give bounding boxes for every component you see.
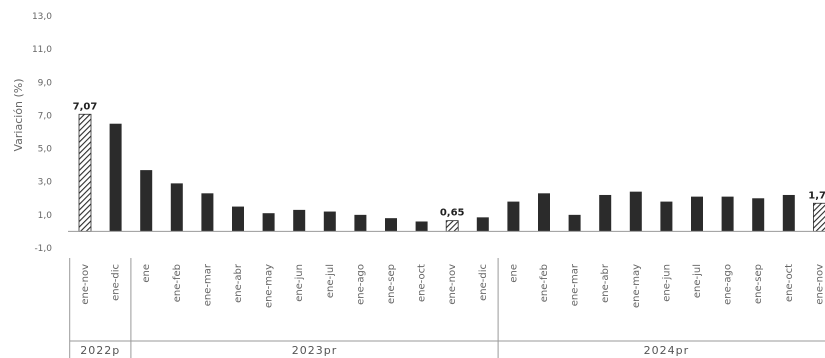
y-tick-label: -1,0 (34, 244, 52, 254)
bar (109, 123, 122, 232)
category-label: ene-oct (417, 264, 428, 302)
category-label: ene-jun (661, 264, 672, 302)
y-tick-label: 13,0 (32, 12, 52, 22)
data-label: 7,07 (73, 101, 98, 112)
category-label: ene-abr (600, 263, 611, 303)
category-label: ene-nov (814, 264, 825, 305)
category-label: ene-oct (784, 264, 795, 302)
bar (660, 201, 673, 232)
bar-highlighted (78, 113, 92, 232)
bar (140, 170, 153, 232)
category-labels: ene-nov ene-dic ene ene-feb ene-mar ene-abr en… (80, 263, 825, 308)
data-label: 0,65 (440, 208, 465, 219)
bar (752, 198, 765, 232)
bar (415, 221, 428, 232)
y-tick-label: 3,0 (38, 178, 53, 188)
group-label: 2023pr (292, 344, 338, 357)
bar (721, 196, 734, 232)
bar-highlighted (813, 202, 825, 232)
bar (476, 217, 489, 232)
y-tick-label: 7,0 (38, 111, 53, 121)
category-label: ene-feb (539, 264, 550, 302)
data-label: 1,7( (808, 190, 825, 201)
group-label: 2022p (80, 344, 120, 357)
y-tick-label: 1,0 (38, 211, 53, 221)
y-axis-label: Variación (%) (12, 78, 25, 151)
bars (68, 113, 825, 232)
y-tick-label: 5,0 (38, 145, 53, 155)
category-label: ene-mar (202, 263, 213, 306)
group-labels: 2022p 2023pr 2024pr (69, 258, 825, 358)
category-label: ene-may (631, 264, 642, 308)
bar (385, 218, 397, 232)
category-label: ene-dic (478, 264, 489, 301)
category-label: ene-jul (692, 264, 703, 298)
category-label: ene-may (264, 264, 275, 308)
bar (629, 191, 642, 232)
bar (538, 193, 550, 232)
category-label: ene (141, 264, 152, 283)
category-label: ene-nov (80, 264, 91, 305)
category-label: ene (508, 264, 519, 283)
bar (170, 183, 183, 232)
y-tick-label: 9,0 (38, 78, 53, 88)
category-label: ene-sep (386, 264, 397, 304)
bar (262, 213, 275, 232)
category-label: ene-mar (570, 263, 581, 306)
category-label: ene-dic (111, 264, 122, 301)
data-labels: 7,07 0,65 1,7( (73, 101, 825, 218)
bar (232, 206, 244, 232)
bar (691, 196, 703, 232)
bar-highlighted (445, 220, 459, 232)
category-label: ene-feb (172, 264, 183, 302)
group-label: 2024pr (644, 344, 690, 357)
bar (201, 193, 214, 232)
bar (782, 194, 795, 232)
bar (568, 214, 581, 232)
category-label: ene-ago (355, 264, 366, 305)
bar (323, 211, 336, 232)
bar (354, 214, 367, 232)
category-label: ene-jul (325, 264, 336, 298)
category-label: ene-ago (723, 264, 734, 305)
category-label: ene-nov (447, 264, 458, 305)
y-tick-label: 11,0 (32, 45, 52, 55)
y-ticks: 13,0 11,0 9,0 7,0 5,0 3,0 1,0 -1,0 (32, 12, 52, 254)
category-label: ene-abr (233, 263, 244, 303)
category-label: ene-sep (753, 264, 764, 304)
bar (293, 209, 306, 232)
bar (599, 194, 612, 232)
bar (507, 201, 520, 232)
category-label: ene-jun (294, 264, 305, 302)
